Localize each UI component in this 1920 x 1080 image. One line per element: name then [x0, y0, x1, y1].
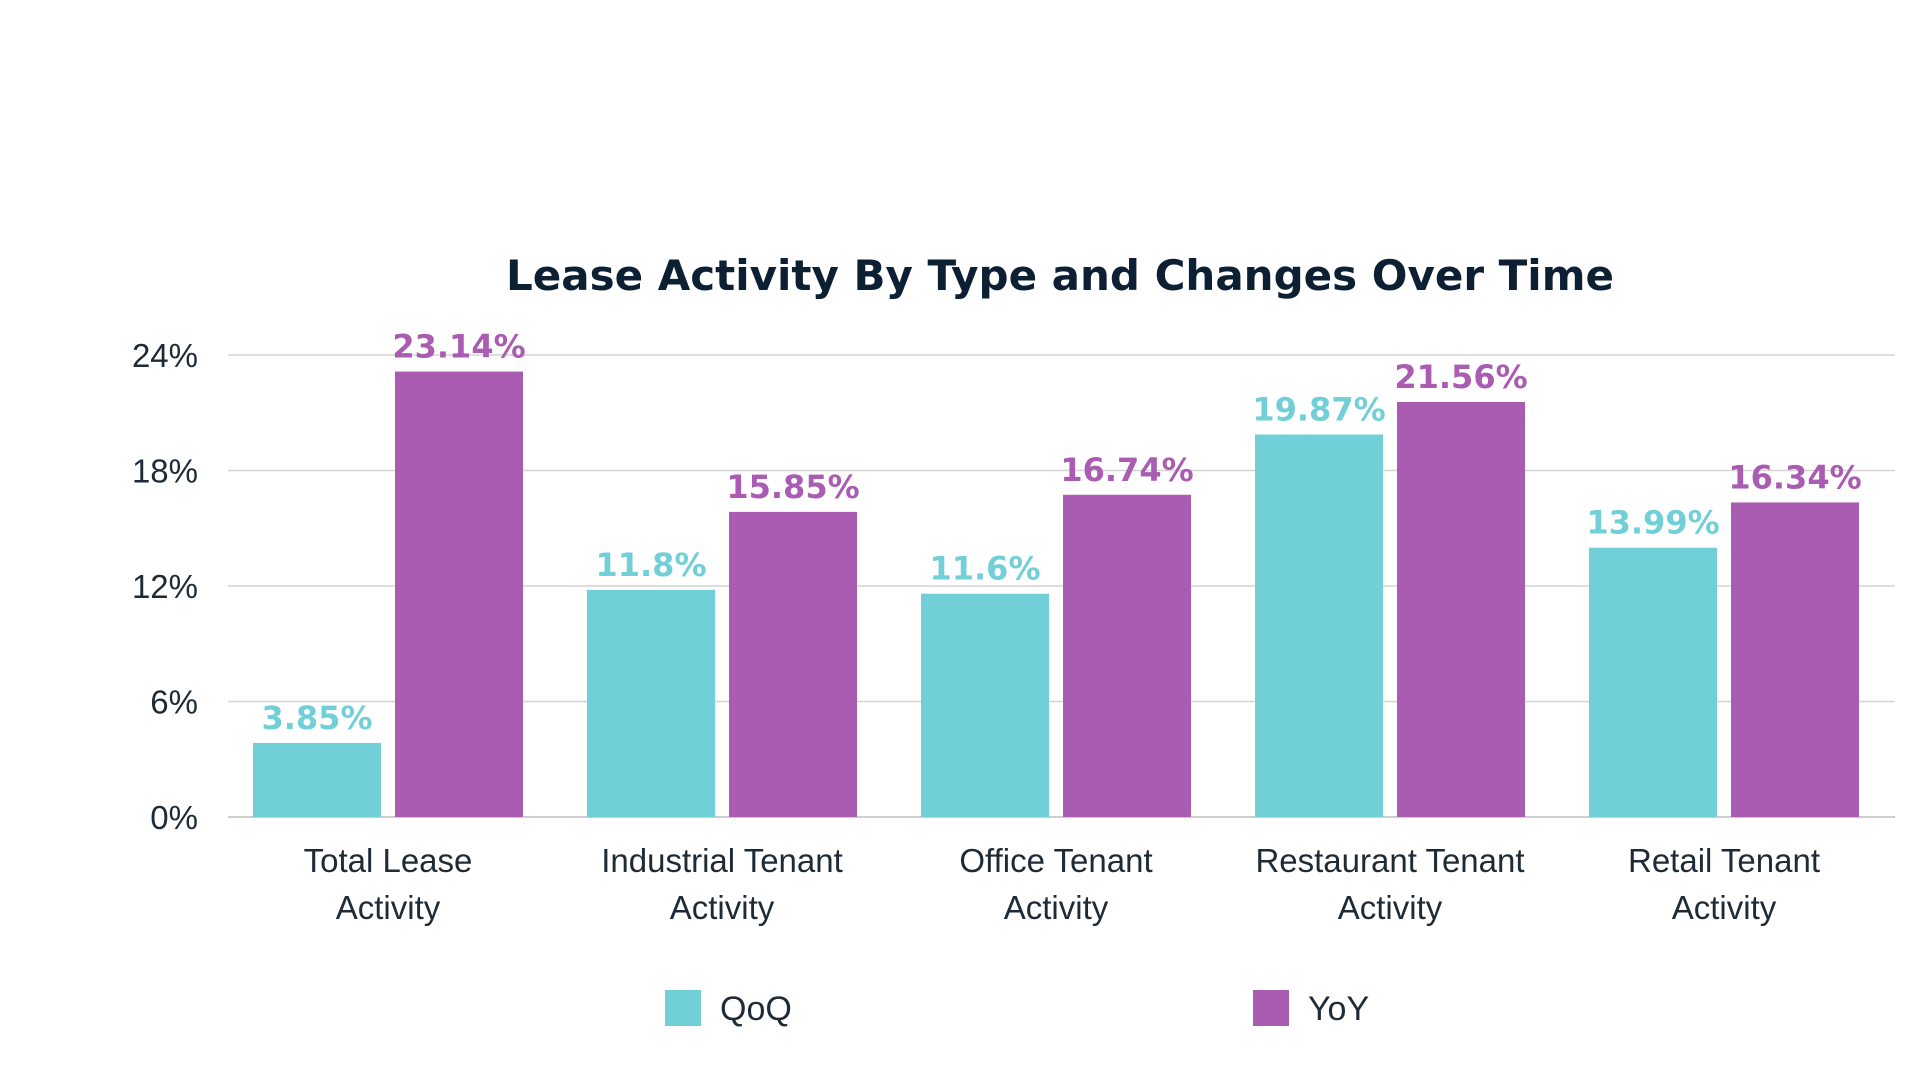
- bar-yoy: [1063, 494, 1191, 817]
- legend: QoQ YoY: [665, 990, 1369, 1028]
- legend-label-yoy: YoY: [1308, 990, 1369, 1028]
- y-tick-label: 0%: [150, 799, 198, 836]
- bar-qoq: [587, 589, 715, 817]
- y-tick-label: 6%: [150, 684, 198, 721]
- legend-label-qoq: QoQ: [720, 990, 792, 1028]
- bars: [253, 371, 1859, 817]
- data-label-yoy: 16.74%: [1060, 451, 1193, 489]
- data-label-yoy: 21.56%: [1394, 358, 1527, 396]
- x-axis-labels: Total Lease Activity Industrial Tenant Acti…: [304, 842, 1820, 926]
- chart-title: Lease Activity By Type and Changes Over …: [506, 251, 1614, 300]
- bar-yoy: [1397, 401, 1525, 817]
- x-category-label: Retail Tenant Activity: [1628, 842, 1820, 926]
- y-axis-ticks: 0% 6% 12% 18% 24%: [132, 337, 198, 836]
- data-label-qoq: 19.87%: [1252, 391, 1385, 429]
- data-label-yoy: 15.85%: [726, 468, 859, 506]
- bar-qoq: [921, 593, 1049, 817]
- legend-swatch-qoq: [665, 990, 701, 1026]
- bar-yoy: [1731, 502, 1859, 817]
- x-category-label: Industrial Tenant Activity: [601, 842, 843, 926]
- x-category-label: Restaurant Tenant Activity: [1255, 842, 1524, 926]
- y-tick-label: 12%: [132, 568, 198, 605]
- y-tick-label: 24%: [132, 337, 198, 374]
- y-tick-label: 18%: [132, 453, 198, 490]
- data-labels: 3.85% 23.14% 11.8% 15.85% 11.6% 16.74% 19.87%2…: [261, 328, 1861, 737]
- x-category-label: Office Tenant Activity: [959, 842, 1152, 926]
- data-label-qoq: 11.6%: [929, 550, 1040, 588]
- data-label-yoy: 16.34%: [1728, 458, 1861, 496]
- bar-qoq: [1589, 547, 1717, 817]
- bar-yoy: [729, 511, 857, 817]
- bar-qoq: [1255, 434, 1383, 817]
- data-label-qoq: 11.8%: [595, 546, 706, 584]
- bar-yoy: [395, 371, 523, 817]
- bar-qoq: [253, 742, 381, 817]
- legend-swatch-yoy: [1253, 990, 1289, 1026]
- data-label-qoq: 3.85%: [261, 699, 372, 737]
- x-category-label: Total Lease Activity: [304, 842, 473, 926]
- data-label-qoq: 13.99%: [1586, 504, 1719, 542]
- data-label-yoy: 23.14%: [392, 328, 525, 366]
